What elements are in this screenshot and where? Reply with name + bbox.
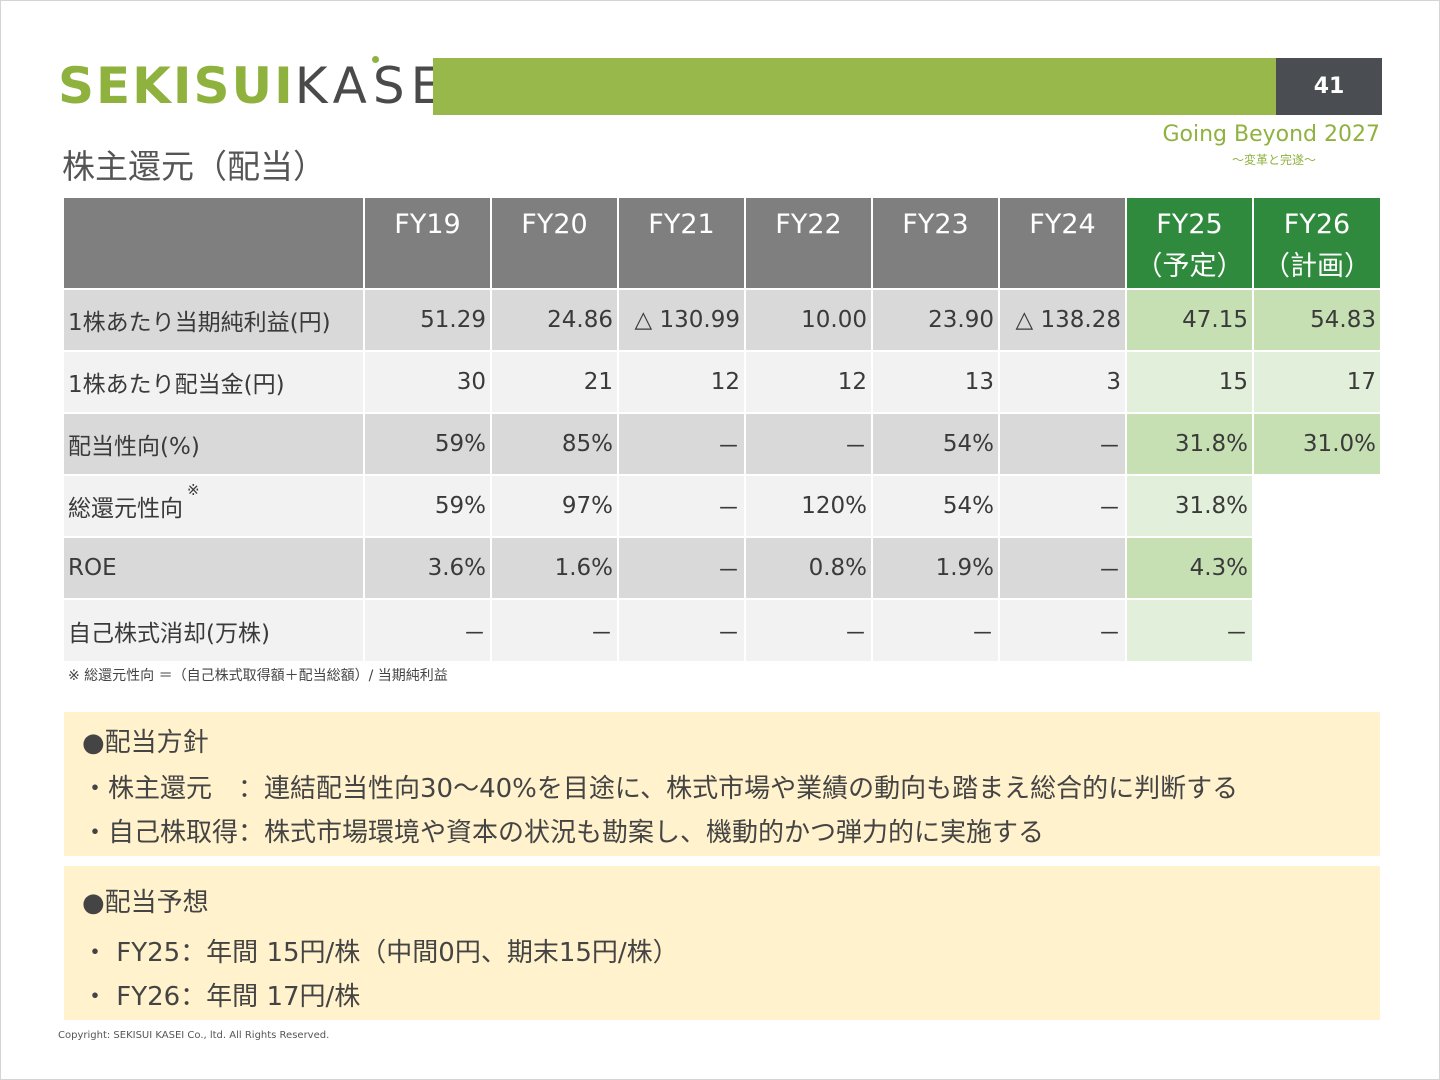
dividend-policy-box: ●配当方針 ・株主還元 ：連結配当性向30～40%を目途に、株式市場や業績の動向… <box>64 712 1380 856</box>
table-cell: 3.6% <box>363 536 491 599</box>
col-header: FY22 <box>744 198 872 289</box>
page-number: 41 <box>1276 58 1382 115</box>
table-cell: 4.3% <box>1125 536 1253 599</box>
table-row: 配当性向(%) 59% 85% － － 54% － 31.8% 31.0% <box>64 412 1380 475</box>
table-cell: 54% <box>871 412 999 475</box>
table-cell: 30 <box>363 350 491 413</box>
company-logo: SEKISUIKASEI <box>58 56 469 115</box>
tagline-subtitle: ～変革と完遂～ <box>1232 153 1317 167</box>
table-cell: 31.8% <box>1125 412 1253 475</box>
page-title: 株主還元（配当） <box>62 147 326 186</box>
row-label: 総還元性向※ <box>64 474 364 537</box>
row-label: 自己株式消却(万株) <box>64 598 364 661</box>
table-cell: － <box>744 412 872 475</box>
table-cell: 15 <box>1125 350 1253 413</box>
table-cell: 31.0% <box>1252 412 1380 475</box>
table-cell: 17 <box>1252 350 1380 413</box>
table-cell: 97% <box>490 474 618 537</box>
table-cell: － <box>1125 598 1253 661</box>
table-footnote: ※ 総還元性向 ＝（自己株式取得額＋配当総額）/ 当期純利益 <box>68 668 448 684</box>
table-row: 自己株式消却(万株) － － － － － － － <box>64 598 1380 661</box>
table-cell: － <box>617 536 745 599</box>
table-cell: 1.6% <box>490 536 618 599</box>
table-cell: 24.86 <box>490 288 618 351</box>
forecast-heading: ●配当予想 <box>82 888 209 918</box>
logo-dot <box>372 56 379 63</box>
table-row: 1株あたり配当金(円) 30 21 12 12 13 3 15 17 <box>64 350 1380 413</box>
col-header-plan: FY26 （計画） <box>1252 198 1380 289</box>
table-cell: 23.90 <box>871 288 999 351</box>
logo-part-sekisui: SEKISUI <box>58 57 295 115</box>
table-cell: 59% <box>363 412 491 475</box>
empty-cell <box>1252 536 1380 599</box>
col-header: FY19 <box>363 198 491 289</box>
forecast-line: ・ FY25：年間 15円/株（中間0円、期末15円/株） <box>82 938 679 968</box>
copyright-notice: Copyright: SEKISUI KASEI Co., ltd. All R… <box>58 1030 330 1041</box>
row-label: 1株あたり配当金(円) <box>64 350 364 413</box>
table-cell: 120% <box>744 474 872 537</box>
table-cell: 59% <box>363 474 491 537</box>
table-cell: 10.00 <box>744 288 872 351</box>
row-label: 1株あたり当期純利益(円) <box>64 288 364 351</box>
policy-heading: ●配当方針 <box>82 728 209 758</box>
col-header: FY23 <box>871 198 999 289</box>
table-cell: － <box>998 474 1126 537</box>
table-row: ROE 3.6% 1.6% － 0.8% 1.9% － 4.3% <box>64 536 1380 599</box>
table-cell: － <box>998 598 1126 661</box>
footnote-mark: ※ <box>187 481 200 499</box>
col-header: FY21 <box>617 198 745 289</box>
forecast-line: ・ FY26：年間 17円/株 <box>82 982 361 1012</box>
col-header: FY24 <box>998 198 1126 289</box>
header-bar <box>433 58 1276 115</box>
table-cell: － <box>617 412 745 475</box>
table-row: 総還元性向※ 59% 97% － 120% 54% － 31.8% <box>64 474 1380 537</box>
row-label: ROE <box>64 536 364 599</box>
table-cell: － <box>998 412 1126 475</box>
table-cell: 3 <box>998 350 1126 413</box>
policy-line: ・自己株取得：株式市場環境や資本の状況も勘案し、機動的かつ弾力的に実施する <box>82 818 1045 848</box>
table-cell: 21 <box>490 350 618 413</box>
table-cell: 12 <box>617 350 745 413</box>
dividend-forecast-box: ●配当予想 ・ FY25：年間 15円/株（中間0円、期末15円/株） ・ FY… <box>64 866 1380 1020</box>
table-cell: 12 <box>744 350 872 413</box>
table-cell: △ 130.99 <box>617 288 745 351</box>
table-cell: 51.29 <box>363 288 491 351</box>
table-cell: － <box>617 474 745 537</box>
table-cell: － <box>617 598 745 661</box>
policy-line: ・株主還元 ：連結配当性向30～40%を目途に、株式市場や業績の動向も踏まえ総合… <box>82 774 1239 804</box>
table-cell: 13 <box>871 350 999 413</box>
tagline: Going Beyond 2027 <box>1162 122 1380 147</box>
table-cell: 1.9% <box>871 536 999 599</box>
table-cell: △ 138.28 <box>998 288 1126 351</box>
col-header-forecast: FY25 （予定） <box>1125 198 1253 289</box>
empty-cell <box>1252 474 1380 537</box>
table-row: 1株あたり当期純利益(円) 51.29 24.86 △ 130.99 10.00… <box>64 288 1380 351</box>
table-header-row: FY19 FY20 FY21 FY22 FY23 FY24 FY25 （予定） F… <box>64 198 1380 289</box>
row-label: 配当性向(%) <box>64 412 364 475</box>
table-cell: － <box>998 536 1126 599</box>
table-cell: 31.8% <box>1125 474 1253 537</box>
table-cell: － <box>490 598 618 661</box>
table-cell: － <box>744 598 872 661</box>
table-cell: 85% <box>490 412 618 475</box>
shareholder-return-table: FY19 FY20 FY21 FY22 FY23 FY24 FY25 （予定） F… <box>64 198 1380 661</box>
table-corner <box>64 198 364 289</box>
table-cell: 54% <box>871 474 999 537</box>
table-cell: － <box>871 598 999 661</box>
table-cell: － <box>363 598 491 661</box>
table-cell: 47.15 <box>1125 288 1253 351</box>
table-cell: 54.83 <box>1252 288 1380 351</box>
empty-cell <box>1252 598 1380 661</box>
col-header: FY20 <box>490 198 618 289</box>
table-cell: 0.8% <box>744 536 872 599</box>
